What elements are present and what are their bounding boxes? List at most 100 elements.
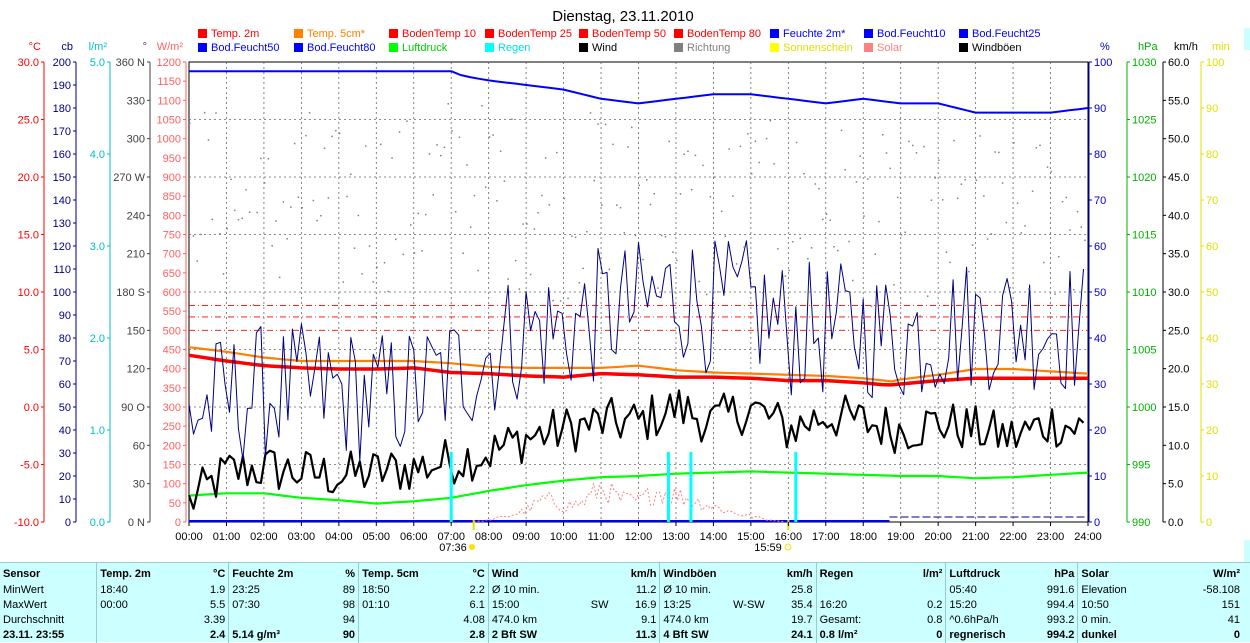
stats-header-unit: km/h [630,568,657,580]
x-tick-label: 03:00 [288,531,316,543]
x-tick-label: 20:00 [924,531,952,543]
axis-tick-label: 25.0 [18,115,39,127]
direction-dot [810,247,813,249]
direction-dot [1061,200,1064,203]
direction-dot [260,157,262,160]
stats-cell: 0.8 l/m² [815,628,899,643]
legend-swatch [579,43,588,52]
direction-dot [552,299,554,302]
stats-cell: 94 [342,614,356,626]
direction-dot [623,232,626,234]
x-tick-label: 14:00 [700,531,728,543]
axis-tick-label: 110 [53,264,71,276]
direction-dot [395,238,397,241]
direction-dot [211,218,213,221]
direction-dot [930,199,933,201]
axis-tick-label: 250 [163,421,181,433]
direction-dot [971,244,974,246]
stats-cell [96,628,165,643]
axis-unit-label: min [1212,41,1230,53]
direction-dot [799,237,802,240]
direction-dot [896,196,899,199]
stats-cell: Ø 10 min. [487,583,568,598]
direction-dot [915,152,918,154]
stats-cell: 11.2 [635,584,657,596]
stats-cell: 35.4 [791,599,813,611]
direction-dot [278,276,281,279]
legend-label: Feuchte 2m* [783,28,846,40]
direction-dot [627,146,629,148]
stats-cell: 6.1 [469,599,485,611]
legend-label: Richtung [687,42,730,54]
legend-label: Bod.Feucht50 [211,42,280,54]
stats-row: 23.11. 23:55 2.4 5.14 g/m³ 90 2.8 2 Bft SW 11.… [0,628,1243,643]
x-tick-label: 05:00 [363,531,391,543]
direction-dot [529,273,532,276]
x-tick-label: 23:00 [1037,531,1065,543]
stats-cell: 10:50 [1077,598,1155,613]
side-scrollbar-bottom[interactable] [1244,540,1250,562]
direction-dot [417,212,419,215]
axis-tick-label: 200 [163,440,181,452]
axis-tick-label: 330 [127,95,145,107]
direction-dot [256,211,258,214]
direction-dot [248,211,251,214]
stats-cell: 41 [1227,614,1240,626]
series-line-temp-5cm [188,346,1089,383]
axis-tick-label: 5.0 [24,345,39,357]
stats-cell [358,628,427,643]
direction-dot [282,201,285,203]
axis-tick-label: 60 [133,440,145,452]
stats-table: Sensor Temp. 2m °C Feuchte 2m% Temp. 5cm °C Wi… [0,563,1243,643]
direction-dot [780,272,783,274]
direction-dot [694,154,697,157]
axis-tick-label: 60 [59,379,71,391]
legend-swatch [579,29,588,38]
legend-swatch [389,43,398,52]
direction-dot [1054,293,1056,295]
direction-dot [642,258,644,261]
legend-swatch [674,29,683,38]
axis-tick-label: 30 [1094,379,1106,391]
direction-dot [1005,221,1008,224]
axis-tick-label: 3.0 [90,241,105,253]
direction-dot [481,105,483,107]
axis-tick-label: 10.0 [18,287,39,299]
side-scrollbar-top[interactable] [1244,28,1250,50]
direction-dot [368,245,371,247]
direction-dot [893,284,895,286]
axis-tick-label: 200 [53,57,71,69]
stats-cell: 3.39 [203,614,226,626]
axis-tick-label: 5.0 [90,57,105,69]
stats-cell: 15:00 [487,598,568,613]
direction-dot [241,217,243,220]
direction-dot [331,135,333,138]
direction-dot [586,230,588,233]
axis-tick-label: 30 [133,479,145,491]
axis-tick-label: 150 [53,172,71,184]
direction-dot [679,193,682,195]
axis-tick-label: 1010 [1132,287,1156,299]
direction-dot [1028,288,1030,290]
direction-dot [687,150,689,153]
direction-dot [1084,239,1086,242]
stats-cell: 89 [342,584,356,596]
direction-dot [350,173,352,176]
axis-tick-label: -10.0 [14,517,39,529]
direction-dot [870,305,873,308]
axis-tick-label: 20 [59,471,71,483]
direction-dot [690,188,693,191]
direction-dot [263,182,266,184]
legend-swatch [485,29,494,38]
direction-dot [361,273,363,275]
direction-dot [653,192,655,195]
direction-dot [1031,190,1034,192]
direction-dot [316,219,318,222]
direction-dot [410,224,412,226]
legend-swatch [770,29,779,38]
axis-tick-label: 900 [163,172,181,184]
series-line-luftdruck [188,470,1089,505]
sunrise-time: 07:36 [439,542,467,554]
stats-header-unit: % [345,568,356,580]
x-tick-label: 06:00 [400,531,428,543]
